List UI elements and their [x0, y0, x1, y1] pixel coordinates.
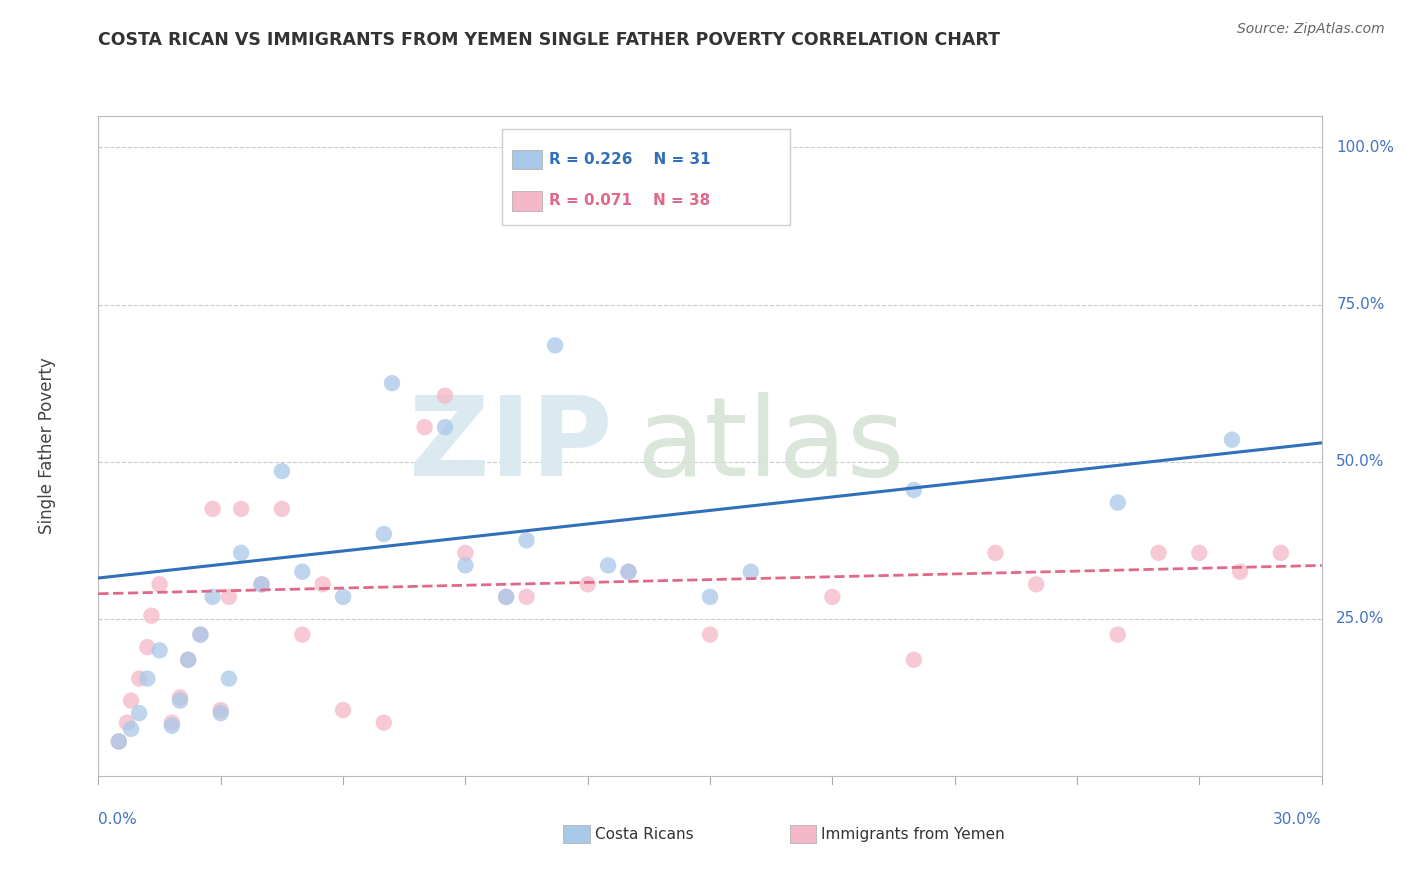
- Point: [598, 558, 620, 573]
- Point: [231, 501, 253, 516]
- Point: [332, 703, 354, 717]
- Point: [136, 672, 159, 686]
- Point: [740, 565, 762, 579]
- Point: [108, 734, 131, 748]
- Point: [120, 693, 142, 707]
- Point: [270, 464, 294, 478]
- Point: [516, 590, 538, 604]
- Point: [1107, 495, 1129, 509]
- Point: [250, 577, 273, 591]
- Point: [128, 672, 150, 686]
- Point: [1220, 433, 1243, 447]
- Point: [1025, 577, 1047, 591]
- Point: [169, 693, 191, 707]
- Point: [699, 590, 721, 604]
- Text: R = 0.071    N = 38: R = 0.071 N = 38: [548, 194, 710, 209]
- Point: [699, 627, 721, 641]
- Text: 100.0%: 100.0%: [1336, 140, 1395, 155]
- Text: atlas: atlas: [637, 392, 905, 500]
- Point: [201, 590, 224, 604]
- Point: [177, 653, 200, 667]
- Point: [332, 590, 354, 604]
- Point: [169, 690, 191, 705]
- Point: [201, 501, 224, 516]
- Point: [903, 483, 925, 497]
- Point: [136, 640, 159, 655]
- Point: [291, 627, 314, 641]
- Point: [373, 715, 395, 730]
- Point: [188, 627, 212, 641]
- Point: [903, 653, 925, 667]
- Text: Costa Ricans: Costa Ricans: [595, 827, 693, 841]
- Point: [381, 376, 404, 391]
- Point: [209, 703, 232, 717]
- Point: [576, 577, 599, 591]
- Point: [413, 420, 436, 434]
- Point: [141, 608, 163, 623]
- Point: [454, 546, 477, 560]
- Point: [495, 590, 517, 604]
- Point: [218, 590, 240, 604]
- Text: ZIP: ZIP: [409, 392, 612, 500]
- Text: 30.0%: 30.0%: [1274, 813, 1322, 828]
- Point: [454, 558, 477, 573]
- Point: [160, 715, 183, 730]
- Point: [108, 734, 131, 748]
- Point: [209, 706, 232, 721]
- Point: [188, 627, 212, 641]
- Point: [1107, 627, 1129, 641]
- Point: [291, 565, 314, 579]
- Point: [821, 590, 844, 604]
- Text: Immigrants from Yemen: Immigrants from Yemen: [821, 827, 1005, 841]
- Point: [149, 577, 172, 591]
- Text: Source: ZipAtlas.com: Source: ZipAtlas.com: [1237, 22, 1385, 37]
- Point: [120, 722, 142, 736]
- Text: 0.0%: 0.0%: [98, 813, 138, 828]
- Point: [270, 501, 294, 516]
- Point: [617, 565, 640, 579]
- Text: COSTA RICAN VS IMMIGRANTS FROM YEMEN SINGLE FATHER POVERTY CORRELATION CHART: COSTA RICAN VS IMMIGRANTS FROM YEMEN SIN…: [98, 31, 1001, 49]
- Point: [1229, 565, 1251, 579]
- Point: [495, 590, 517, 604]
- Point: [1188, 546, 1211, 560]
- Point: [1270, 546, 1292, 560]
- Text: 50.0%: 50.0%: [1336, 454, 1385, 469]
- Point: [231, 546, 253, 560]
- Point: [160, 719, 183, 733]
- Point: [373, 527, 395, 541]
- Text: R = 0.226    N = 31: R = 0.226 N = 31: [548, 153, 710, 167]
- Point: [544, 338, 567, 352]
- Point: [115, 715, 138, 730]
- Point: [434, 389, 457, 403]
- Text: 75.0%: 75.0%: [1336, 297, 1385, 312]
- Point: [128, 706, 150, 721]
- Point: [984, 546, 1007, 560]
- Point: [218, 672, 240, 686]
- Point: [617, 565, 640, 579]
- Point: [1147, 546, 1170, 560]
- Point: [312, 577, 335, 591]
- Point: [516, 533, 538, 548]
- Point: [250, 577, 273, 591]
- Text: 25.0%: 25.0%: [1336, 611, 1385, 626]
- Point: [149, 643, 172, 657]
- Point: [177, 653, 200, 667]
- Text: Single Father Poverty: Single Father Poverty: [38, 358, 56, 534]
- Point: [434, 420, 457, 434]
